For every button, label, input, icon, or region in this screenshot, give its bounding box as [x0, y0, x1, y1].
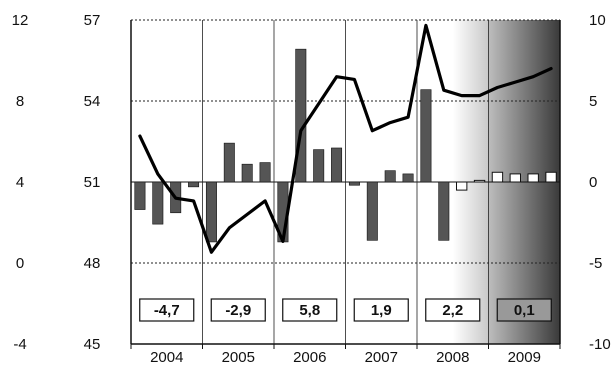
bar-2005-q4: [259, 162, 271, 183]
annual-label-box-2007: [353, 298, 409, 322]
bar-2006-q2: [295, 48, 307, 183]
line-series: [138, 23, 553, 254]
annual-label-box-2005: [210, 298, 266, 322]
x-tick-label-2009: 2009: [508, 349, 541, 366]
annual-label-box-2004: [139, 298, 195, 322]
inner-left-tick-label: 45: [84, 336, 101, 353]
bar-2005-q1: [205, 181, 217, 243]
x-tick-label-2007: 2007: [365, 349, 398, 366]
bar-2007-q3: [384, 170, 396, 183]
inner-left-tick-label: 51: [84, 174, 101, 191]
x-tick-label-2008: 2008: [436, 349, 469, 366]
bar-2007-q1: [348, 181, 360, 186]
axes: 2004 2005 2006 2007 2008 2009 12 8 4 0 -4 57 54 51 48 4…: [12, 12, 611, 366]
right-tick-label: -10: [589, 336, 611, 353]
annual-label-2008: 2,2: [442, 302, 463, 319]
bar-2009-q3: [527, 173, 539, 183]
x-tick-label-2005: 2005: [222, 349, 255, 366]
annual-label-2004: -4,7: [154, 302, 180, 319]
bar-2004-q2: [152, 181, 164, 225]
bar-2008-q1: [420, 89, 432, 183]
bar-2005-q2: [223, 142, 235, 183]
bar-2007-q4: [402, 173, 414, 183]
right-tick-label: 10: [589, 12, 606, 29]
right-tick-label: -5: [589, 255, 602, 272]
annual-label-2006: 5,8: [299, 302, 320, 319]
outer-left-tick-label: 0: [16, 255, 24, 272]
annual-label-box-2006: [282, 298, 338, 322]
bar-2006-q3: [313, 149, 325, 183]
annual-label-box-2008: [425, 298, 481, 322]
bar-2006-q4: [331, 147, 343, 183]
x-tick-label-2004: 2004: [150, 349, 183, 366]
bar-2005-q3: [241, 163, 253, 183]
annual-label-2009: 0,1: [514, 302, 535, 319]
outer-left-tick-label: 8: [16, 93, 24, 110]
bar-2007-q2: [366, 181, 378, 241]
annual-labels: -4,7 -2,9 5,8 1,9 2,2 0,1: [139, 298, 552, 322]
inner-left-tick-label: 57: [84, 12, 101, 29]
annual-label-box-2009: [496, 298, 552, 322]
bar-2009-q4: [545, 171, 557, 183]
inner-left-tick-label: 48: [84, 255, 101, 272]
bar-2004-q4: [188, 181, 200, 188]
outer-left-tick-label: -4: [13, 336, 26, 353]
right-tick-label: 0: [589, 174, 597, 191]
outer-left-tick-label: 12: [12, 12, 29, 29]
inner-left-tick-label: 54: [84, 93, 101, 110]
bar-2008-q3: [456, 181, 468, 191]
bar-2009-q2: [509, 173, 521, 183]
annual-label-2005: -2,9: [225, 302, 251, 319]
outer-left-tick-label: 4: [16, 174, 24, 191]
bar-2008-q4: [473, 179, 486, 183]
bar-2008-q2: [438, 181, 450, 241]
bar-2009-q1: [491, 171, 504, 183]
annual-label-2007: 1,9: [371, 302, 392, 319]
right-tick-label: 5: [589, 93, 597, 110]
line-series-path: [138, 23, 553, 254]
bar-2004-q1: [134, 181, 146, 210]
x-tick-label-2006: 2006: [293, 349, 326, 366]
